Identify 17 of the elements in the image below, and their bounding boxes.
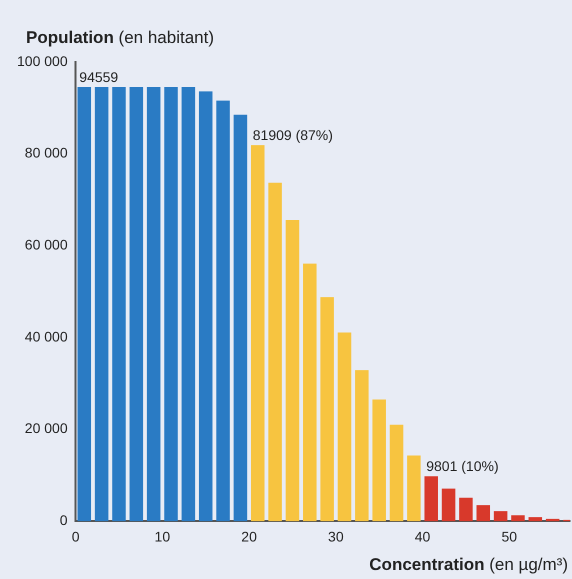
y-tick-label: 100 000 xyxy=(16,52,68,69)
annotation: 9801 (10%) xyxy=(426,458,499,474)
x-tick-label: 30 xyxy=(328,528,344,544)
y-tick-label: 20 000 xyxy=(24,420,68,436)
annotation: 94559 xyxy=(79,68,118,85)
annotation: 81909 (87%) xyxy=(252,126,333,143)
x-axis-title: Concentration (en µg/m³) xyxy=(369,555,568,575)
y-axis-title: Population (en habitant) xyxy=(26,28,214,48)
y-tick-label: 80 000 xyxy=(24,144,68,161)
x-tick-label: 50 xyxy=(501,528,518,544)
x-tick-label: 40 xyxy=(414,528,431,544)
x-tick-label: 10 xyxy=(154,528,170,544)
y-tick-label: 0 xyxy=(60,512,68,528)
y-tick-label: 60 000 xyxy=(24,236,68,253)
y-tick-label: 40 000 xyxy=(24,328,68,344)
x-tick-label: 0 xyxy=(72,528,80,544)
x-tick-label: 20 xyxy=(241,528,258,544)
